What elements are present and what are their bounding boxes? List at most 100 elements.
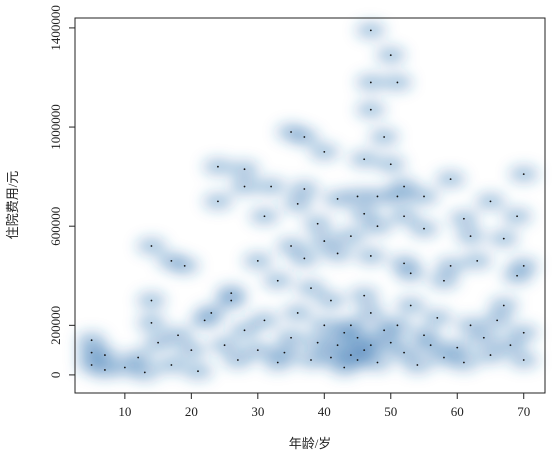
point — [489, 354, 492, 356]
point — [496, 319, 499, 322]
point — [177, 334, 179, 337]
point — [482, 336, 485, 339]
plot-frame — [74, 17, 546, 394]
point — [343, 331, 346, 334]
point — [516, 215, 518, 218]
point — [522, 173, 525, 176]
point — [462, 361, 465, 364]
point — [429, 344, 432, 347]
point — [389, 163, 392, 166]
point — [356, 359, 359, 361]
point — [336, 252, 339, 255]
point — [90, 351, 93, 354]
point — [290, 245, 292, 247]
point — [90, 364, 93, 366]
point — [456, 346, 459, 349]
point — [369, 108, 372, 111]
point — [369, 29, 372, 32]
point — [403, 185, 405, 188]
point — [383, 136, 386, 138]
point — [403, 215, 405, 218]
point — [489, 200, 492, 203]
point — [396, 324, 399, 327]
point — [369, 344, 372, 347]
point — [256, 259, 259, 262]
point — [263, 319, 266, 322]
point — [316, 341, 319, 344]
x-tick-label: 40 — [318, 404, 331, 419]
point — [423, 334, 425, 337]
point — [303, 136, 306, 138]
point — [376, 225, 379, 228]
point — [502, 237, 505, 240]
point — [137, 356, 140, 359]
point — [343, 366, 346, 369]
point — [303, 188, 306, 190]
point — [396, 195, 399, 198]
point — [276, 279, 279, 282]
x-tick-label: 20 — [185, 404, 198, 419]
point — [230, 292, 233, 295]
point — [516, 274, 518, 277]
point — [363, 349, 366, 352]
x-axis-label: 年龄/岁 — [289, 436, 332, 451]
point — [210, 312, 213, 314]
point — [416, 364, 419, 366]
point — [509, 344, 512, 347]
point — [423, 195, 425, 198]
x-tick-label: 10 — [118, 404, 131, 419]
point — [143, 371, 146, 374]
point — [217, 200, 219, 203]
point — [356, 336, 359, 339]
point — [290, 336, 292, 339]
point — [409, 304, 412, 307]
point — [363, 294, 366, 297]
point — [330, 356, 332, 359]
point — [409, 272, 412, 275]
point — [217, 165, 219, 168]
point — [349, 324, 352, 327]
point — [223, 344, 226, 347]
y-axis-label: 住院费用/元 — [5, 171, 20, 240]
point — [389, 341, 392, 344]
point — [190, 349, 193, 352]
point — [469, 324, 472, 327]
point — [403, 351, 405, 354]
point — [363, 212, 366, 215]
density — [76, 22, 539, 381]
point — [303, 257, 306, 260]
point — [296, 312, 299, 314]
point — [243, 185, 246, 188]
point — [349, 235, 352, 238]
point — [104, 354, 106, 356]
point — [469, 235, 472, 238]
point — [150, 245, 153, 247]
y-tick-label: 1400000 — [48, 5, 63, 51]
point — [150, 321, 153, 324]
x-tick-label: 70 — [517, 404, 530, 419]
point — [363, 158, 366, 161]
point — [449, 178, 452, 181]
point — [336, 344, 339, 347]
point — [243, 168, 246, 171]
x-tick-label: 50 — [384, 404, 397, 419]
point — [396, 81, 399, 84]
point — [476, 259, 479, 262]
point — [403, 262, 405, 265]
y-tick-label: 200000 — [48, 306, 63, 345]
point — [443, 279, 445, 282]
point — [290, 131, 292, 133]
point — [443, 356, 445, 359]
point — [183, 264, 186, 267]
point — [323, 324, 326, 327]
point — [330, 299, 332, 302]
point — [502, 304, 505, 307]
point — [389, 54, 392, 57]
point — [376, 361, 379, 364]
point — [449, 264, 452, 267]
point — [276, 361, 279, 364]
point — [423, 227, 425, 230]
point — [522, 264, 525, 267]
point — [283, 351, 286, 354]
